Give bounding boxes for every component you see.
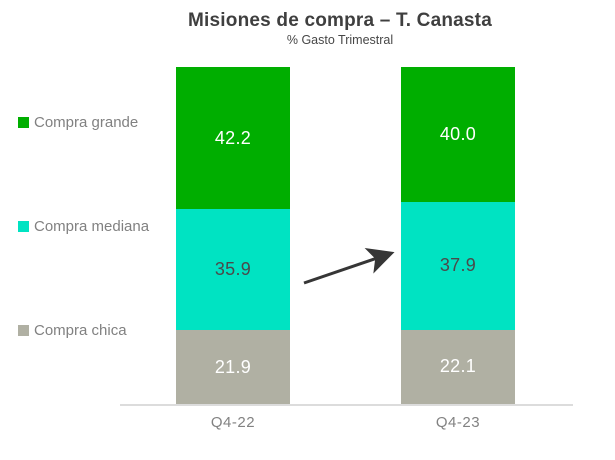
legend-item: Compra grande — [18, 114, 138, 131]
legend-label: Compra grande — [34, 114, 139, 131]
legend-item: Compra mediana — [18, 218, 149, 235]
bar-segment: 21.9 — [176, 330, 290, 404]
legend-swatch-icon — [18, 117, 29, 128]
trend-arrow-icon — [303, 248, 395, 285]
legend-swatch-icon — [18, 221, 29, 232]
x-axis-label: Q4-22 — [210, 414, 256, 431]
legend-label: Compra chica — [34, 322, 127, 339]
value-label: 35.9 — [214, 259, 252, 280]
bar-segment: 37.9 — [401, 201, 515, 330]
bar-segment: 40.0 — [401, 67, 515, 202]
bar-segment: 22.1 — [401, 329, 515, 404]
chart-subtitle: % Gasto Trimestral — [286, 33, 394, 47]
value-label: 37.9 — [439, 255, 477, 276]
legend-item: Compra chica — [18, 322, 127, 339]
value-label: 22.1 — [439, 356, 477, 377]
value-label: 40.0 — [439, 123, 477, 144]
value-label: 21.9 — [214, 356, 252, 377]
x-axis-label: Q4-23 — [435, 414, 481, 431]
bar-segment: 35.9 — [176, 209, 290, 331]
legend-label: Compra mediana — [34, 218, 150, 235]
value-label: 42.2 — [214, 127, 252, 148]
chart-title: Misiones de compra – T. Canasta — [188, 10, 492, 31]
bar-segment: 42.2 — [176, 67, 290, 210]
x-axis-line — [120, 404, 573, 406]
legend-swatch-icon — [18, 325, 29, 336]
